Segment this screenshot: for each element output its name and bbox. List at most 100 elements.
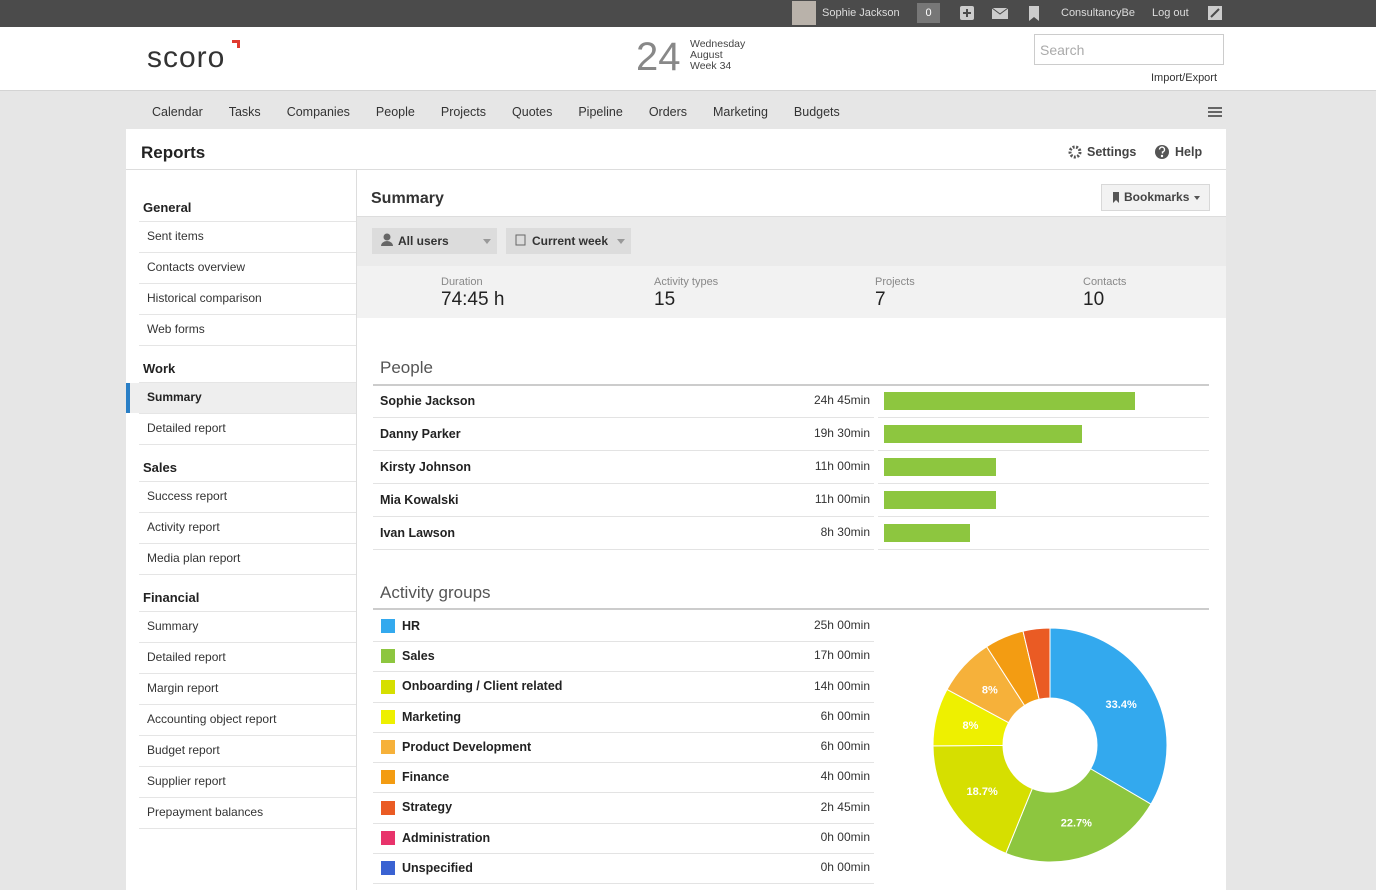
company-name[interactable]: ConsultancyBe	[1061, 6, 1135, 19]
row-rule	[373, 671, 874, 673]
sidebar-item[interactable]: Margin report	[147, 681, 219, 696]
logout-link[interactable]: Log out	[1152, 6, 1189, 19]
search-box[interactable]	[1034, 34, 1224, 65]
row-rule	[878, 450, 1209, 451]
nav-item[interactable]: Quotes	[512, 105, 553, 119]
notification-box[interactable]: 0	[917, 3, 940, 23]
sidebar-item[interactable]: Detailed report	[147, 421, 226, 436]
sidebar-item[interactable]: Success report	[147, 489, 228, 504]
activity-name: Onboarding / Client related	[402, 679, 563, 694]
nav-item[interactable]: Pipeline	[578, 105, 623, 119]
bar	[884, 392, 1136, 410]
sidebar-rule	[139, 574, 356, 575]
nav-item[interactable]: Orders	[648, 105, 688, 119]
sidebar-rule	[139, 283, 356, 284]
row-rule	[373, 731, 874, 733]
sidebar-item[interactable]: Budget report	[147, 743, 220, 758]
sidebar-rule	[139, 735, 356, 736]
filter-button[interactable]	[506, 228, 631, 254]
activity-name: HR	[402, 618, 421, 633]
person-duration: 8h 30min	[820, 525, 870, 540]
stat-label: Duration	[441, 275, 483, 288]
avatar[interactable]	[792, 1, 816, 25]
row-rule	[373, 549, 874, 550]
nav-item[interactable]: Projects	[440, 105, 487, 119]
bookmarks-label[interactable]: Bookmarks	[1124, 190, 1190, 205]
bar	[884, 524, 971, 542]
slice-label: 33.4%	[1106, 699, 1137, 711]
stat-value: 7	[875, 288, 886, 310]
color-swatch	[381, 709, 395, 724]
person-name: Mia Kowalski	[380, 492, 459, 507]
stats-band	[357, 266, 1226, 318]
logo: scoro	[147, 40, 226, 74]
nav-item[interactable]: Tasks	[228, 105, 261, 119]
nav-item[interactable]: People	[375, 105, 415, 119]
donut-slice	[932, 744, 1033, 855]
settings-link[interactable]: Settings	[1087, 144, 1137, 159]
sidebar-rule	[139, 382, 356, 383]
stat-value: 15	[654, 288, 676, 310]
slice-label: 8%	[962, 720, 978, 732]
nav-item[interactable]: Marketing	[713, 105, 768, 119]
row-rule	[373, 641, 874, 642]
color-swatch	[381, 800, 395, 815]
activity-name: Finance	[402, 770, 450, 785]
sidebar-item[interactable]: Prepayment balances	[147, 805, 264, 820]
sidebar-item[interactable]: Detailed report	[147, 650, 226, 665]
sidebar-item[interactable]: Sent items	[147, 229, 204, 244]
sidebar-item[interactable]: Contacts overview	[147, 260, 246, 275]
stat-label: Projects	[875, 275, 915, 288]
search-placeholder[interactable]: Search	[1040, 41, 1085, 58]
import-export-link[interactable]: Import/Export	[1151, 71, 1218, 84]
sidebar-item[interactable]: Activity report	[147, 520, 220, 535]
bar	[884, 458, 996, 476]
stat-value: 74:45 h	[441, 288, 505, 310]
user-name[interactable]: Sophie Jackson	[822, 6, 900, 19]
sidebar-item[interactable]: Media plan report	[147, 551, 241, 566]
sidebar-item[interactable]: Historical comparison	[147, 291, 262, 306]
row-rule	[878, 516, 1209, 517]
bar	[884, 491, 996, 509]
sidebar-rule	[139, 481, 356, 482]
donut-slice	[1049, 627, 1168, 805]
activity-name: Marketing	[402, 709, 462, 724]
activity-duration: 0h 00min	[820, 860, 870, 875]
sidebar-item[interactable]: Summary	[147, 390, 202, 405]
sidebar-heading: General	[143, 199, 192, 215]
person-duration: 11h 00min	[814, 492, 870, 507]
filter-label[interactable]: Current week	[532, 234, 609, 249]
date-weekday: Wednesday	[690, 38, 746, 51]
nav-item[interactable]: Budgets	[793, 105, 840, 119]
sidebar-item[interactable]: Summary	[147, 619, 199, 634]
color-swatch	[381, 770, 395, 785]
sidebar-item[interactable]: Accounting object report	[147, 712, 277, 727]
nav-item[interactable]: Calendar	[152, 105, 203, 119]
sidebar-item[interactable]: Web forms	[147, 322, 205, 337]
sidebar-rule	[139, 543, 356, 544]
activity-donut: 33.4% 22.7% 18.7% 8% 8%	[932, 627, 1168, 863]
row-rule	[373, 701, 874, 703]
nav-item[interactable]: Companies	[286, 105, 350, 119]
color-swatch	[381, 619, 395, 633]
filter-bar	[357, 216, 1226, 266]
help-link[interactable]: Help	[1175, 144, 1203, 159]
sidebar-rule	[139, 704, 356, 705]
sidebar-rule	[139, 766, 356, 767]
person-duration: 24h 45min	[813, 393, 870, 408]
sidebar-rule	[139, 252, 356, 253]
donut-slice	[1005, 768, 1152, 863]
sidebar-rule	[139, 611, 356, 612]
bookmarks-button[interactable]	[1101, 184, 1210, 211]
row-rule	[373, 417, 874, 418]
person-name: Sophie Jackson	[380, 393, 476, 408]
activity-name: Product Development	[402, 739, 532, 754]
bookmark-icon[interactable]	[1029, 6, 1039, 21]
sidebar-rule	[139, 797, 356, 798]
filter-label[interactable]: All users	[398, 234, 449, 249]
top-icons	[960, 6, 1222, 21]
donut-slice	[1022, 627, 1051, 700]
sidebar-item[interactable]: Supplier report	[147, 774, 226, 789]
row-rule	[373, 822, 874, 824]
logo-mark	[232, 40, 240, 48]
